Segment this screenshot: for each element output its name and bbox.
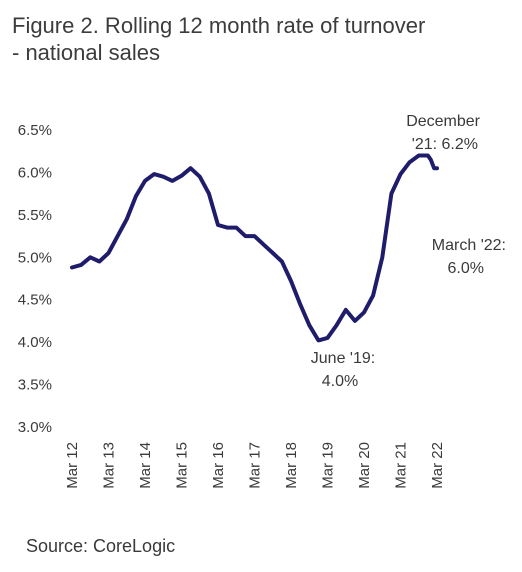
y-tick-label: 3.5% [18, 377, 52, 394]
y-axis: 3.0% 3.5% 4.0% 4.5% 5.0% 5.5% 6.0% 6.5% [18, 122, 52, 436]
turnover-series-line [70, 153, 439, 343]
annotation-december-21-line-1: December [406, 113, 480, 130]
y-tick-label: 3.0% [18, 419, 52, 436]
x-tick-label: Mar 18 [283, 442, 300, 489]
annotation-june-19: June '19: 4.0% [311, 350, 375, 390]
y-tick-label: 6.0% [18, 164, 52, 181]
x-tick-label: Mar 21 [393, 442, 410, 489]
x-tick-label: Mar 13 [101, 442, 118, 489]
y-tick-label: 6.5% [18, 122, 52, 139]
x-tick-label: Mar 19 [320, 442, 337, 489]
x-tick-label: Mar 14 [137, 442, 154, 489]
annotation-march-22-line-2: 6.0% [448, 260, 484, 277]
y-tick-label: 4.0% [18, 334, 52, 351]
annotation-december-21-line-2: '21: 6.2% [412, 136, 478, 153]
x-tick-label: Mar 17 [247, 442, 264, 489]
annotation-june-19-line-2: 4.0% [322, 373, 358, 390]
x-tick-label: Mar 20 [356, 442, 373, 489]
x-tick-label: Mar 12 [64, 442, 81, 489]
chart-source: Source: CoreLogic [26, 536, 176, 556]
annotation-march-22-line-1: March '22: [432, 237, 506, 254]
annotation-march-22: March '22: 6.0% [432, 237, 506, 277]
x-axis: Mar 12 Mar 13 Mar 14 Mar 15 Mar 16 Mar 17 Mar … [64, 442, 446, 489]
x-tick-label: Mar 15 [174, 442, 191, 489]
annotation-december-21: December '21: 6.2% [406, 113, 480, 153]
annotation-june-19-line-1: June '19: [311, 350, 375, 367]
x-tick-label: Mar 16 [210, 442, 227, 489]
y-tick-label: 5.0% [18, 249, 52, 266]
x-tick-label: Mar 22 [429, 442, 446, 489]
chart-title: Figure 2. Rolling 12 month rate of turno… [12, 13, 426, 65]
y-tick-label: 5.5% [18, 207, 52, 224]
y-tick-label: 4.5% [18, 292, 52, 309]
